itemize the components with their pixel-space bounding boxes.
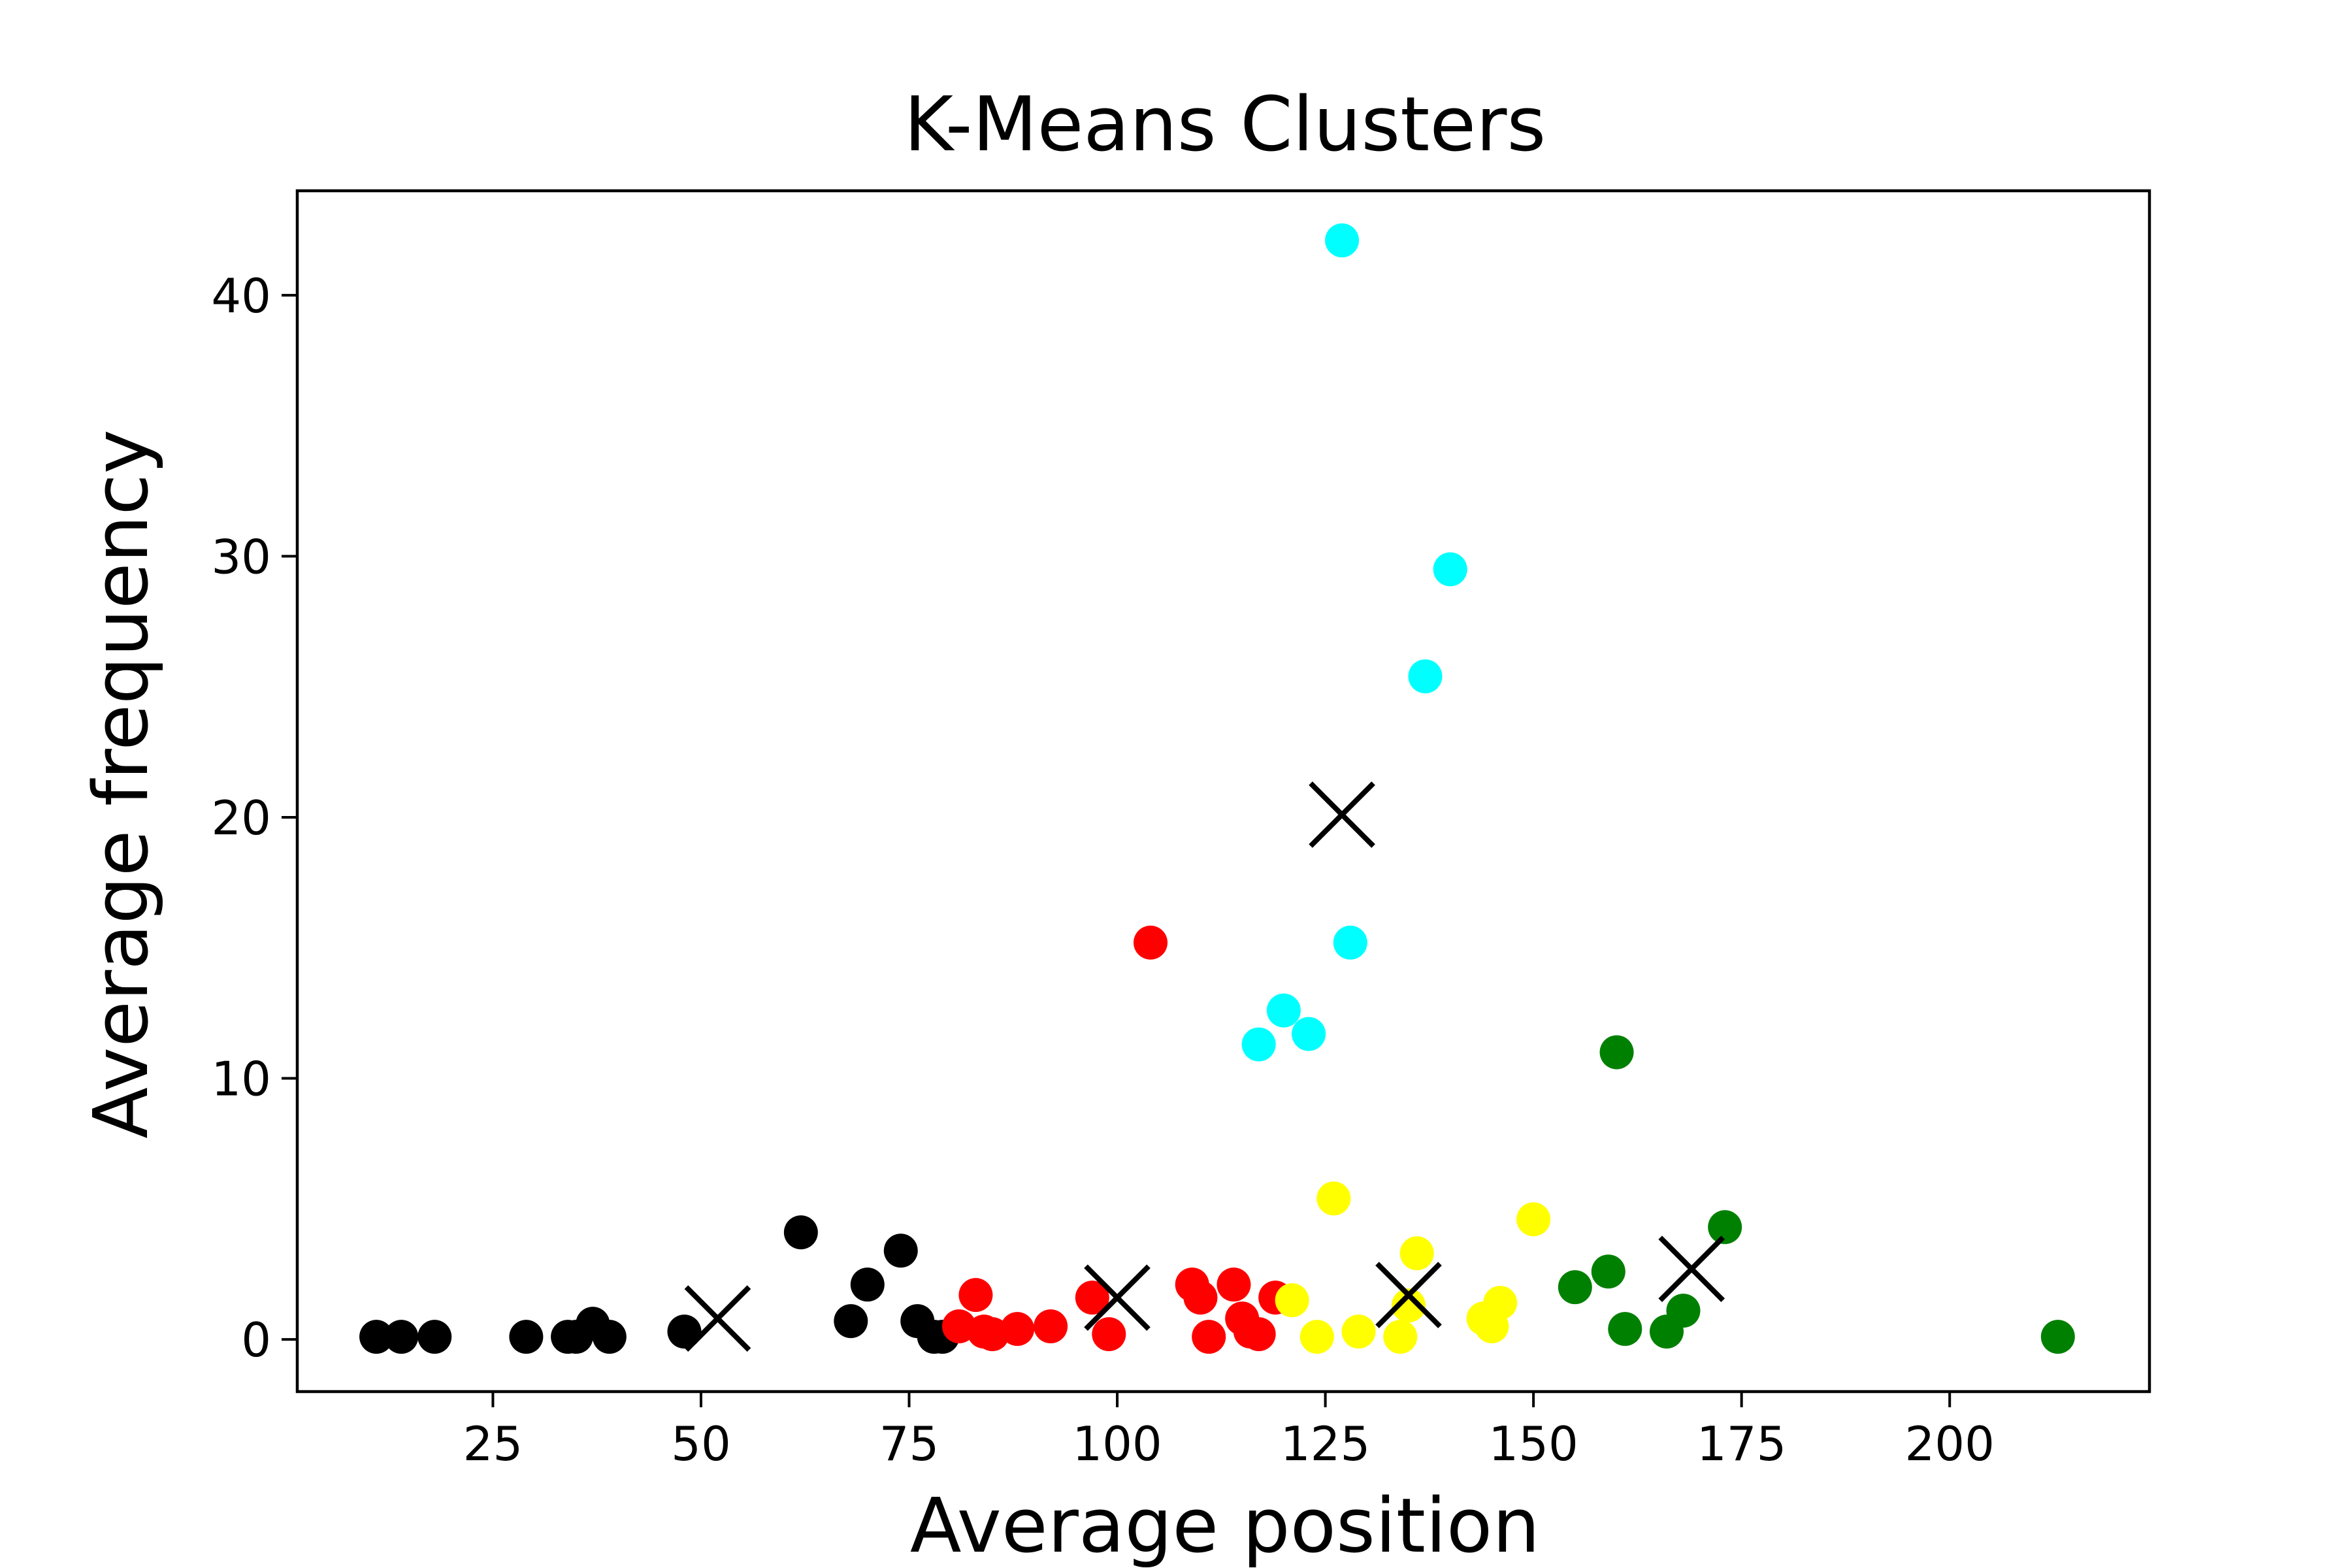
y-tick-label: 30 xyxy=(211,529,271,584)
data-point xyxy=(1241,1027,1276,1062)
y-tick-label: 10 xyxy=(211,1052,271,1107)
data-point xyxy=(1516,1202,1551,1237)
data-point xyxy=(1183,1281,1218,1315)
data-point xyxy=(1341,1315,1376,1349)
data-point xyxy=(850,1267,885,1302)
centroid-marker xyxy=(1375,1262,1442,1328)
data-point xyxy=(783,1215,818,1250)
plot-frame xyxy=(295,189,2151,1394)
x-axis-label: Average position xyxy=(910,1482,1540,1568)
data-point xyxy=(1408,659,1443,694)
data-point xyxy=(1266,993,1301,1028)
data-point xyxy=(1316,1181,1351,1216)
data-point xyxy=(958,1278,993,1313)
x-tick-label: 150 xyxy=(1488,1416,1578,1471)
centroid-marker xyxy=(1309,781,1375,848)
data-point xyxy=(883,1233,918,1268)
x-tick-label: 50 xyxy=(671,1416,731,1471)
data-point xyxy=(1000,1312,1035,1347)
x-tick-label: 100 xyxy=(1072,1416,1162,1471)
x-tick-label: 125 xyxy=(1281,1416,1370,1471)
y-tick-label: 20 xyxy=(211,791,271,845)
data-point xyxy=(1275,1283,1309,1318)
data-point xyxy=(509,1320,544,1354)
data-point xyxy=(1075,1281,1109,1315)
data-point xyxy=(1192,1320,1226,1354)
data-point xyxy=(1241,1317,1276,1352)
data-point xyxy=(1092,1317,1126,1352)
x-tick-label: 200 xyxy=(1904,1416,1994,1471)
axis-ticks: 25 50 75 100 125 150 175 200 0 10 20 30 40 xyxy=(211,189,2151,1471)
data-point xyxy=(1392,1288,1426,1323)
data-point xyxy=(1217,1267,1251,1302)
chart-title: K-Means Clusters xyxy=(904,81,1546,169)
data-point xyxy=(1383,1320,1418,1354)
data-point xyxy=(1483,1286,1518,1320)
data-point xyxy=(1433,552,1467,587)
y-tick-label: 40 xyxy=(211,269,271,323)
x-tick-label: 75 xyxy=(879,1416,939,1471)
data-point xyxy=(1708,1210,1742,1245)
data-point xyxy=(592,1320,627,1354)
data-point xyxy=(359,1320,394,1354)
data-point xyxy=(834,1304,868,1339)
data-point xyxy=(1666,1294,1701,1328)
centroid-marker xyxy=(1658,1235,1725,1303)
x-tick-label: 175 xyxy=(1697,1416,1786,1471)
data-point xyxy=(1591,1254,1625,1289)
data-point xyxy=(1399,1236,1434,1271)
plot-area xyxy=(359,223,2075,1354)
data-point xyxy=(1292,1017,1326,1051)
data-point xyxy=(1333,925,1367,960)
data-point xyxy=(1034,1309,1068,1344)
y-tick-label: 0 xyxy=(241,1313,271,1367)
x-tick-label: 25 xyxy=(463,1416,523,1471)
data-point xyxy=(1325,223,1360,257)
centroid-marker xyxy=(684,1285,751,1352)
data-point xyxy=(1608,1312,1642,1347)
data-point xyxy=(417,1320,452,1354)
data-point xyxy=(1558,1270,1592,1305)
data-point xyxy=(1134,925,1168,960)
data-point xyxy=(1599,1035,1634,1070)
y-axis-label: Average frequency xyxy=(78,429,165,1139)
data-point xyxy=(384,1320,419,1354)
data-point xyxy=(2040,1320,2075,1354)
data-point xyxy=(1299,1320,1334,1354)
centroid-marker xyxy=(1084,1264,1151,1331)
